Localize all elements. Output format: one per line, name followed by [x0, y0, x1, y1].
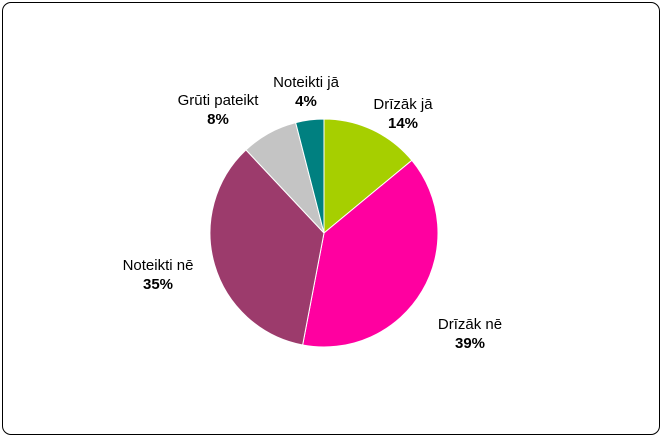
slice-value-label-5: 4%	[295, 93, 317, 110]
pie-slices	[209, 118, 439, 348]
pie-slice-2	[302, 159, 439, 348]
slice-label-2: Drīzāk nē	[438, 316, 502, 333]
slice-value-label-3: 35%	[143, 276, 173, 293]
slice-label-3: Noteikti nē	[123, 257, 194, 274]
slice-value-label-4: 8%	[207, 111, 229, 128]
pie-slice-1	[323, 118, 413, 235]
slice-label-4: Grūti pateikt	[178, 92, 260, 109]
slice-value-label-1: 14%	[388, 115, 418, 132]
slice-value-label-2: 39%	[455, 335, 485, 352]
slice-label-5: Noteikti jā	[273, 74, 340, 91]
pie-slice-3	[209, 149, 325, 346]
pie-slice-5	[295, 118, 325, 234]
slice-label-1: Drīzāk jā	[373, 96, 433, 113]
pie-labels: Drīzāk jā 14% Drīzāk nē 39% Noteikti nē 35% Gr…	[123, 74, 503, 352]
